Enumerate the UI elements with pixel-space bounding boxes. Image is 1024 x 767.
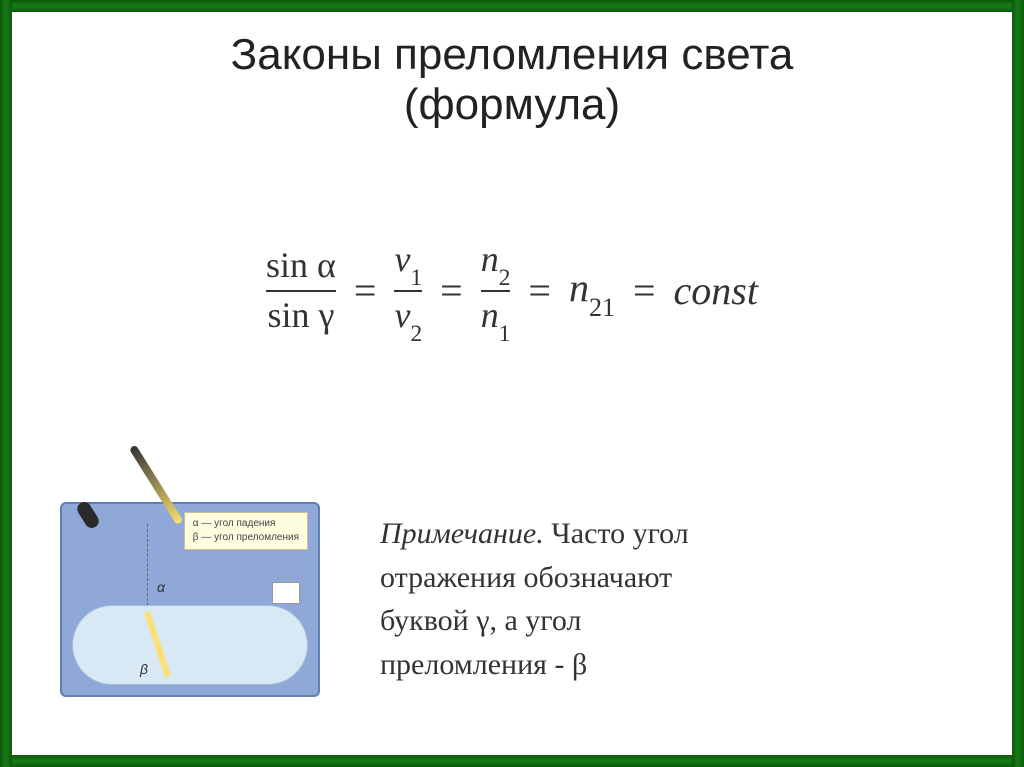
note-lead: Примечание. [380, 517, 544, 550]
note-body-4: преломления - β [380, 648, 587, 681]
refracting-medium [72, 605, 308, 685]
bottom-section: α — угол падения β — угол преломления α … [60, 502, 964, 697]
equals-1: = [354, 267, 377, 314]
frac-sin-bot: sin γ [267, 296, 334, 336]
frac-v: v1 v2 [394, 240, 422, 342]
angle-beta-label: β [140, 661, 148, 677]
refraction-formula: sin α sin γ = v1 v2 = n2 n1 = n21 = cons… [0, 240, 1024, 342]
title-line-1: Законы преломления света [0, 30, 1024, 80]
const-term: const [674, 267, 758, 314]
equals-2: = [440, 267, 463, 314]
note-body-2: отражения обозначают [380, 561, 672, 594]
diagram-legend: α — угол падения β — угол преломления [184, 512, 308, 550]
frac-v-top: v1 [394, 240, 422, 286]
title-line-2: (формула) [0, 80, 1024, 130]
slide-border-bottom [0, 755, 1024, 767]
frac-n: n2 n1 [481, 240, 511, 342]
diagram-indicator [272, 582, 300, 604]
pencil-icon [75, 499, 102, 530]
legend-beta: β — угол преломления [193, 531, 299, 545]
equals-3: = [528, 267, 551, 314]
frac-n-top: n2 [481, 240, 511, 286]
frac-sin: sin α sin γ [266, 246, 336, 335]
frac-v-bot: v2 [394, 296, 422, 342]
slide-title: Законы преломления света (формула) [0, 30, 1024, 130]
refraction-diagram: α — угол падения β — угол преломления α … [60, 502, 320, 697]
note-body-1: Часто угол [551, 517, 688, 550]
angle-alpha-label: α [157, 579, 165, 595]
legend-alpha: α — угол падения [193, 517, 299, 531]
slide-border-top [0, 0, 1024, 12]
note-body-3: буквой γ, а угол [380, 604, 581, 637]
frac-sin-top: sin α [266, 246, 336, 286]
frac-line [266, 290, 336, 292]
n21-term: n21 [569, 264, 615, 317]
frac-n-bot: n1 [481, 296, 511, 342]
equals-4: = [633, 267, 656, 314]
incident-ray [129, 445, 183, 526]
note-text: Примечание. Часто угол отражения обознач… [380, 502, 689, 686]
